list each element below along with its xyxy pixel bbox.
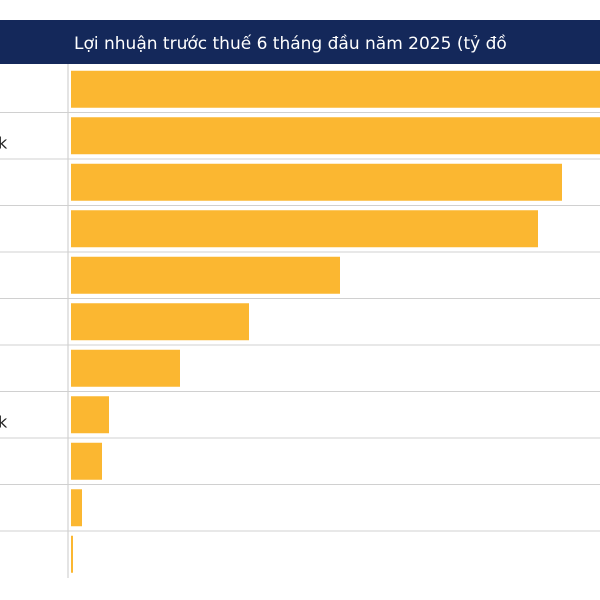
bar [71,117,600,155]
bar [71,210,538,248]
bar [71,489,82,527]
chart-title: Lợi nhuận trước thuế 6 tháng đầu năm 202… [74,33,507,54]
bar [71,70,600,108]
bar [71,535,73,573]
y-tick-label: k [0,412,8,431]
bar [71,349,180,387]
bar [71,163,562,201]
header-bar [0,20,600,64]
bar [71,256,340,294]
bar [71,442,102,480]
y-tick-label: k [0,133,8,152]
bar [71,396,109,434]
bar [71,303,249,341]
